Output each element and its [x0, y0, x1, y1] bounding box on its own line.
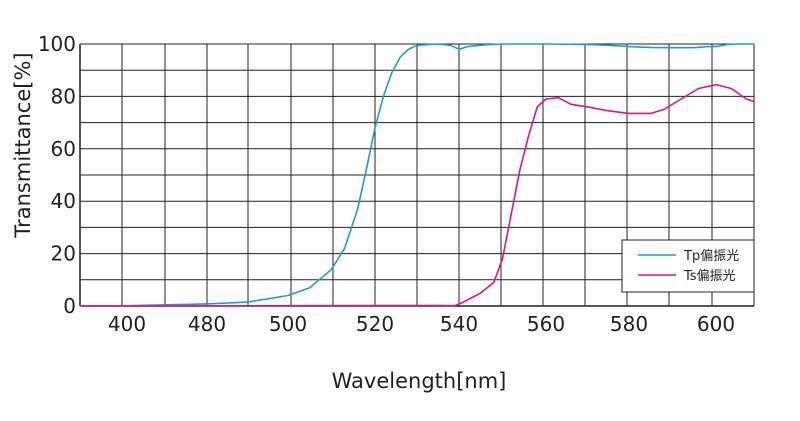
- series-line-2: [80, 83, 755, 307]
- legend-label: Ts偏振光: [683, 269, 736, 284]
- y-tick-label: 80: [51, 84, 76, 108]
- y-axis-label: Transmittance[%]: [11, 52, 35, 238]
- legend-box: [621, 239, 755, 293]
- y-tick-label: 100: [38, 32, 76, 56]
- x-tick-label: 520: [356, 312, 394, 336]
- y-tick-label: 40: [51, 189, 76, 213]
- x-tick-label: 400: [108, 312, 146, 336]
- y-tick-label: 0: [63, 294, 76, 318]
- x-tick-label: 480: [188, 312, 226, 336]
- x-tick-label: 580: [610, 312, 648, 336]
- x-axis-label: Wavelength[nm]: [332, 369, 507, 393]
- x-tick-label: 500: [269, 312, 307, 336]
- x-tick-label: 540: [440, 312, 478, 336]
- x-tick-label: 600: [697, 312, 735, 336]
- y-tick-label: 60: [51, 137, 76, 161]
- y-tick-label: 20: [51, 242, 76, 266]
- x-tick-label: 560: [527, 312, 565, 336]
- tick-labels: 400 480 500 520 540 560 580 600 0 20 40 60 80 100: [38, 32, 735, 336]
- series-line-1: [79, 43, 754, 307]
- legend: Tp偏振光 Ts偏振光: [621, 239, 755, 293]
- series-lines: [79, 43, 755, 307]
- legend-label: Tp偏振光: [683, 249, 739, 264]
